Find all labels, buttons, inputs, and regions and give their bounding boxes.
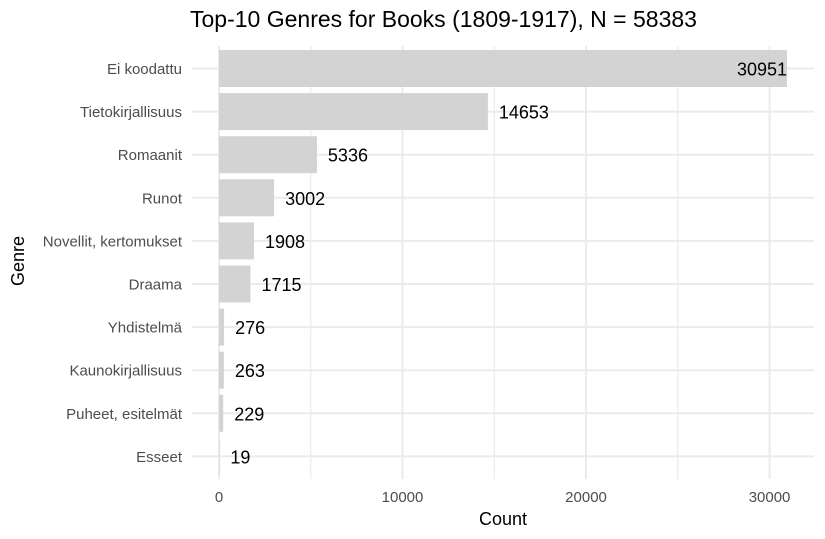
x-tick-labels: 0 10000 20000 30000 [215,489,791,506]
grid [192,46,814,479]
y-tick-label: Puheet, esitelmät [66,406,183,423]
bar [219,394,224,432]
y-tick-label: Tietokirjallisuus [80,104,182,121]
y-tick-label: Ei koodattu [107,61,182,78]
data-label: 229 [234,404,264,424]
data-label: 14653 [499,103,549,123]
bar [219,308,225,346]
x-tick-label: 20000 [565,489,607,506]
data-label: 1715 [261,275,301,295]
data-label: 5336 [328,146,368,166]
y-tick-label: Esseet [136,449,183,466]
y-tick-labels: Ei koodattu Tietokirjallisuus Romaanit Runo… [43,61,183,466]
x-axis-title: Count [479,509,527,529]
data-label: 3002 [285,189,325,209]
x-tick-label: 10000 [382,489,424,506]
bar [219,179,275,217]
y-tick-label: Yhdistelmä [108,320,183,337]
y-tick-label: Runot [142,190,183,207]
data-labels: 30951 14653 5336 3002 1908 1715 276 263 229 19 [230,60,787,468]
chart-title: Top-10 Genres for Books (1809-1917), N =… [190,6,697,32]
bar [219,351,224,389]
y-tick-label: Romaanit [118,147,183,164]
x-tick-label: 30000 [749,489,791,506]
y-tick-label: Draama [129,277,183,294]
data-label: 276 [235,318,265,338]
y-tick-label: Novellit, kertomukset [43,233,183,250]
y-axis-title: Genre [8,236,28,286]
bar [219,50,787,87]
data-label: 1908 [265,232,305,252]
data-label: 19 [230,447,250,467]
y-tick-label: Kaunokirjallisuus [69,363,182,380]
bars [219,50,787,475]
x-tick-label: 0 [215,489,223,506]
data-label: 263 [235,361,265,381]
bar [219,222,255,260]
bar [219,265,251,303]
data-label: 30951 [737,60,787,80]
bar [219,136,317,174]
bar [219,437,220,475]
bar [219,93,488,131]
